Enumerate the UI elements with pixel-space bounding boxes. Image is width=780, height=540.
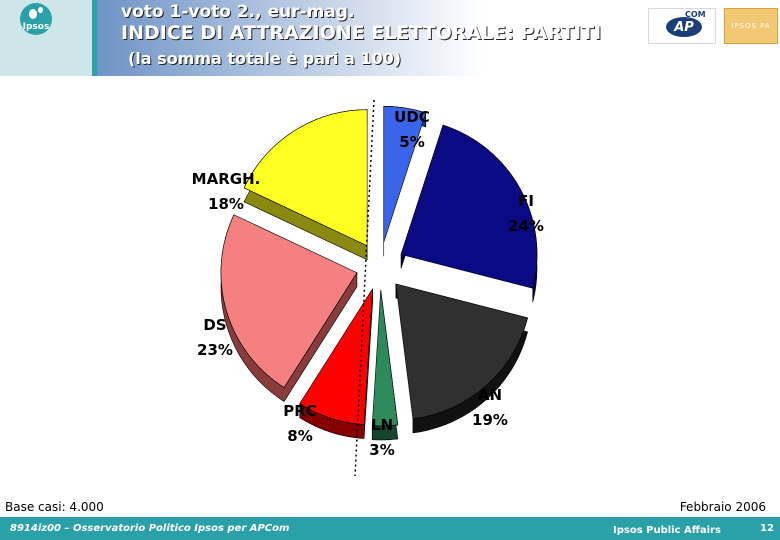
pie-slice-ln xyxy=(371,289,399,441)
pie-slice-fi xyxy=(400,124,538,303)
slide-note: (la somma totale è pari a 100) xyxy=(128,49,402,68)
slice-label-margh: MARGH. xyxy=(192,170,261,188)
slice-value-ds: 23% xyxy=(197,341,233,359)
pie-slice-margh xyxy=(243,109,368,261)
ipsos-logo-icon: Ipsos xyxy=(20,3,52,35)
footer-company: Ipsos Public Affairs xyxy=(613,525,721,536)
page-number: 12 xyxy=(760,523,774,534)
survey-date: Febbraio 2006 xyxy=(679,500,766,514)
base-cases: Base casi: 4.000 xyxy=(5,500,104,514)
slice-value-ln: 3% xyxy=(369,441,394,459)
slice-label-an: AN xyxy=(478,386,502,404)
pie-slice-an xyxy=(395,283,528,434)
footer-project: 8914iz00 – Osservatorio Politico Ipsos p… xyxy=(10,523,290,534)
pie-slice-ds xyxy=(220,214,358,402)
slice-value-fi: 24% xyxy=(508,217,544,235)
slice-value-margh: 18% xyxy=(208,195,244,213)
slice-value-udc: 5% xyxy=(399,133,424,151)
apcom-logo: COM AP xyxy=(648,8,716,44)
ipsos-logo-box: Ipsos xyxy=(0,0,92,76)
slice-label-udc: UDC xyxy=(394,108,430,126)
slice-value-an: 19% xyxy=(472,411,508,429)
slide-title: INDICE DI ATTRAZIONE ELETTORALE: PARTITI xyxy=(121,22,602,44)
slice-label-prc: PRC xyxy=(283,402,317,420)
pie-slice-udc xyxy=(383,105,427,257)
header-band: Ipsos voto 1-voto 2., eur-mag. INDICE DI… xyxy=(0,0,780,76)
header-divider xyxy=(92,0,97,76)
pie-slice-prc xyxy=(299,288,373,439)
footer-bar: 8914iz00 – Osservatorio Politico Ipsos p… xyxy=(0,517,780,540)
slide-subtitle: voto 1-voto 2., eur-mag. xyxy=(121,2,355,22)
slice-label-fi: FI xyxy=(518,192,534,210)
pie-chart: UDC 5% FI 24% AN 19% LN 3% PRC 8% DS 23% MARGH. 18% xyxy=(192,99,544,477)
slice-label-ds: DS xyxy=(203,316,226,334)
ipsos-pa-logo: IPSOS PA xyxy=(724,8,778,44)
slice-value-prc: 8% xyxy=(287,427,312,445)
slice-label-ln: LN xyxy=(371,416,393,434)
